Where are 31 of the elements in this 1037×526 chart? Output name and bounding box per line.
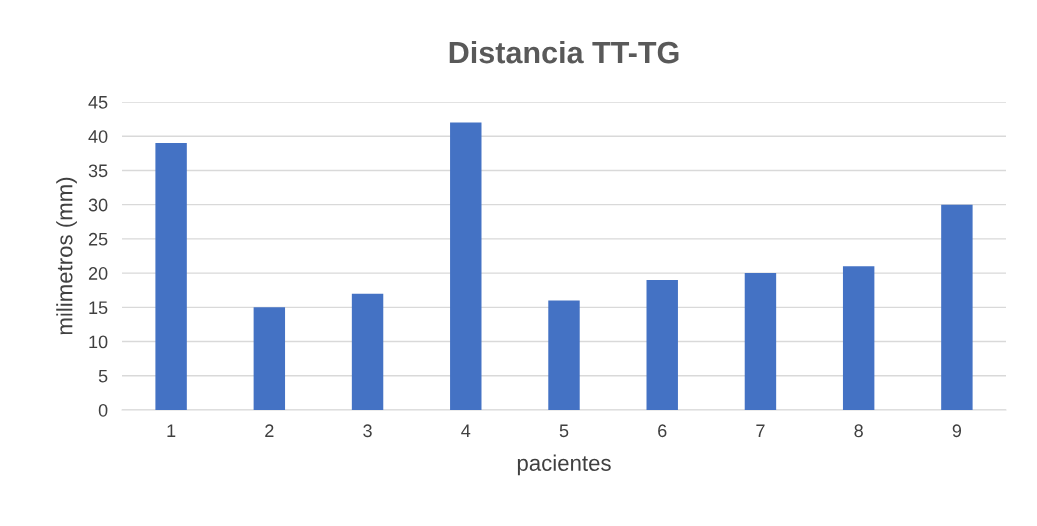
bar <box>351 293 384 410</box>
bar <box>548 300 580 410</box>
y-tick-label: 15 <box>89 301 108 315</box>
x-tick-label: 1 <box>167 424 176 437</box>
bar <box>744 273 777 410</box>
bar <box>253 307 286 410</box>
x-tick-label: 3 <box>363 424 372 438</box>
x-tick-label: 8 <box>854 424 863 438</box>
x-axis-title: pacientes <box>517 454 611 476</box>
bar <box>842 266 875 410</box>
x-tick-label: 5 <box>559 424 569 438</box>
y-tick-label: 40 <box>88 130 108 143</box>
y-tick-label: 10 <box>89 335 108 349</box>
bar <box>941 204 973 410</box>
bar <box>646 279 678 410</box>
x-tick-label: 4 <box>461 424 471 437</box>
y-tick-label: 5 <box>98 369 108 383</box>
y-tick-label: 30 <box>88 198 108 212</box>
x-tick-label: 7 <box>756 424 765 437</box>
bar <box>450 122 482 410</box>
y-tick-label: 20 <box>88 267 108 280</box>
chart-title: Distancia TT-TG <box>449 40 679 64</box>
x-tick-label: 6 <box>658 424 667 438</box>
bar <box>155 143 187 410</box>
x-tick-label: 2 <box>265 424 274 437</box>
y-tick-label: 0 <box>98 403 108 417</box>
y-tick-label: 45 <box>88 96 108 109</box>
x-tick-label: 9 <box>952 424 962 438</box>
y-tick-label: 25 <box>88 232 108 246</box>
y-tick-label: 35 <box>88 164 108 178</box>
y-axis-title: milimetros (mm) <box>56 177 77 335</box>
